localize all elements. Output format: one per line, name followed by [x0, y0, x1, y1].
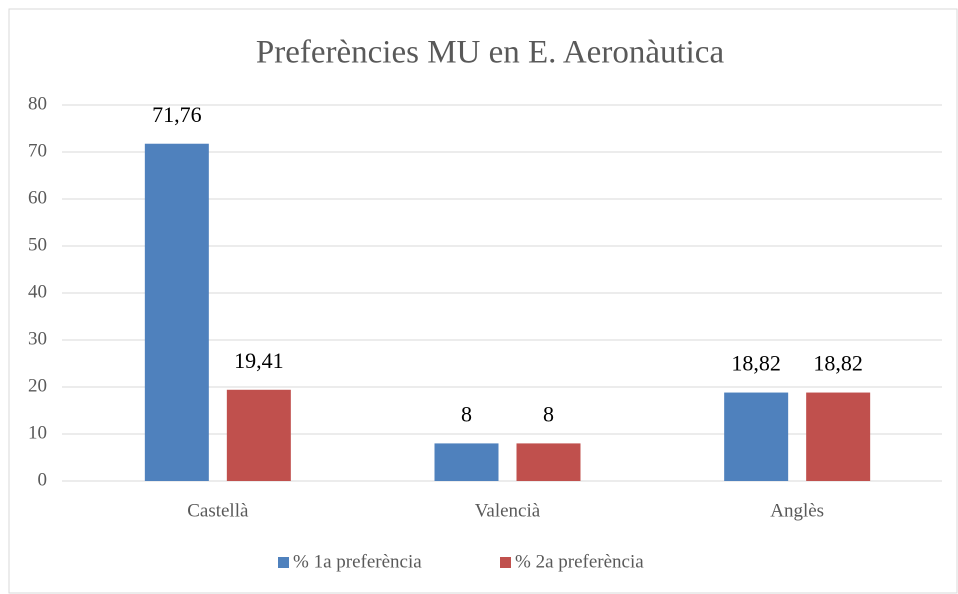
y-tick-label: 10	[28, 422, 47, 443]
data-label: 8	[461, 401, 472, 426]
y-tick-label: 80	[28, 93, 47, 114]
legend-swatch	[278, 557, 289, 568]
chart-title: Preferències MU en E. Aeronàutica	[256, 35, 725, 71]
bar	[516, 443, 581, 481]
y-tick-label: 40	[28, 281, 47, 302]
y-tick-label: 20	[28, 375, 47, 396]
y-tick-label: 60	[28, 187, 47, 208]
bar	[806, 392, 871, 481]
y-tick-label: 50	[28, 234, 47, 255]
x-tick-label: Anglès	[770, 500, 824, 521]
y-tick-label: 70	[28, 140, 47, 161]
legend-label: % 2a preferència	[515, 551, 644, 572]
legend-label: % 1a preferència	[293, 551, 422, 572]
bar	[226, 389, 291, 481]
data-label: 19,41	[234, 348, 284, 373]
data-label: 18,82	[813, 351, 863, 376]
bar	[434, 443, 499, 481]
y-tick-label: 30	[28, 328, 47, 349]
data-label: 8	[543, 401, 554, 426]
legend-swatch	[500, 557, 511, 568]
data-label: 71,76	[152, 102, 202, 127]
x-tick-label: Valencià	[475, 500, 541, 521]
bar	[724, 392, 789, 481]
bar	[144, 143, 209, 481]
data-label: 18,82	[731, 351, 781, 376]
y-tick-label: 0	[38, 469, 48, 490]
x-tick-label: Castellà	[187, 500, 249, 521]
